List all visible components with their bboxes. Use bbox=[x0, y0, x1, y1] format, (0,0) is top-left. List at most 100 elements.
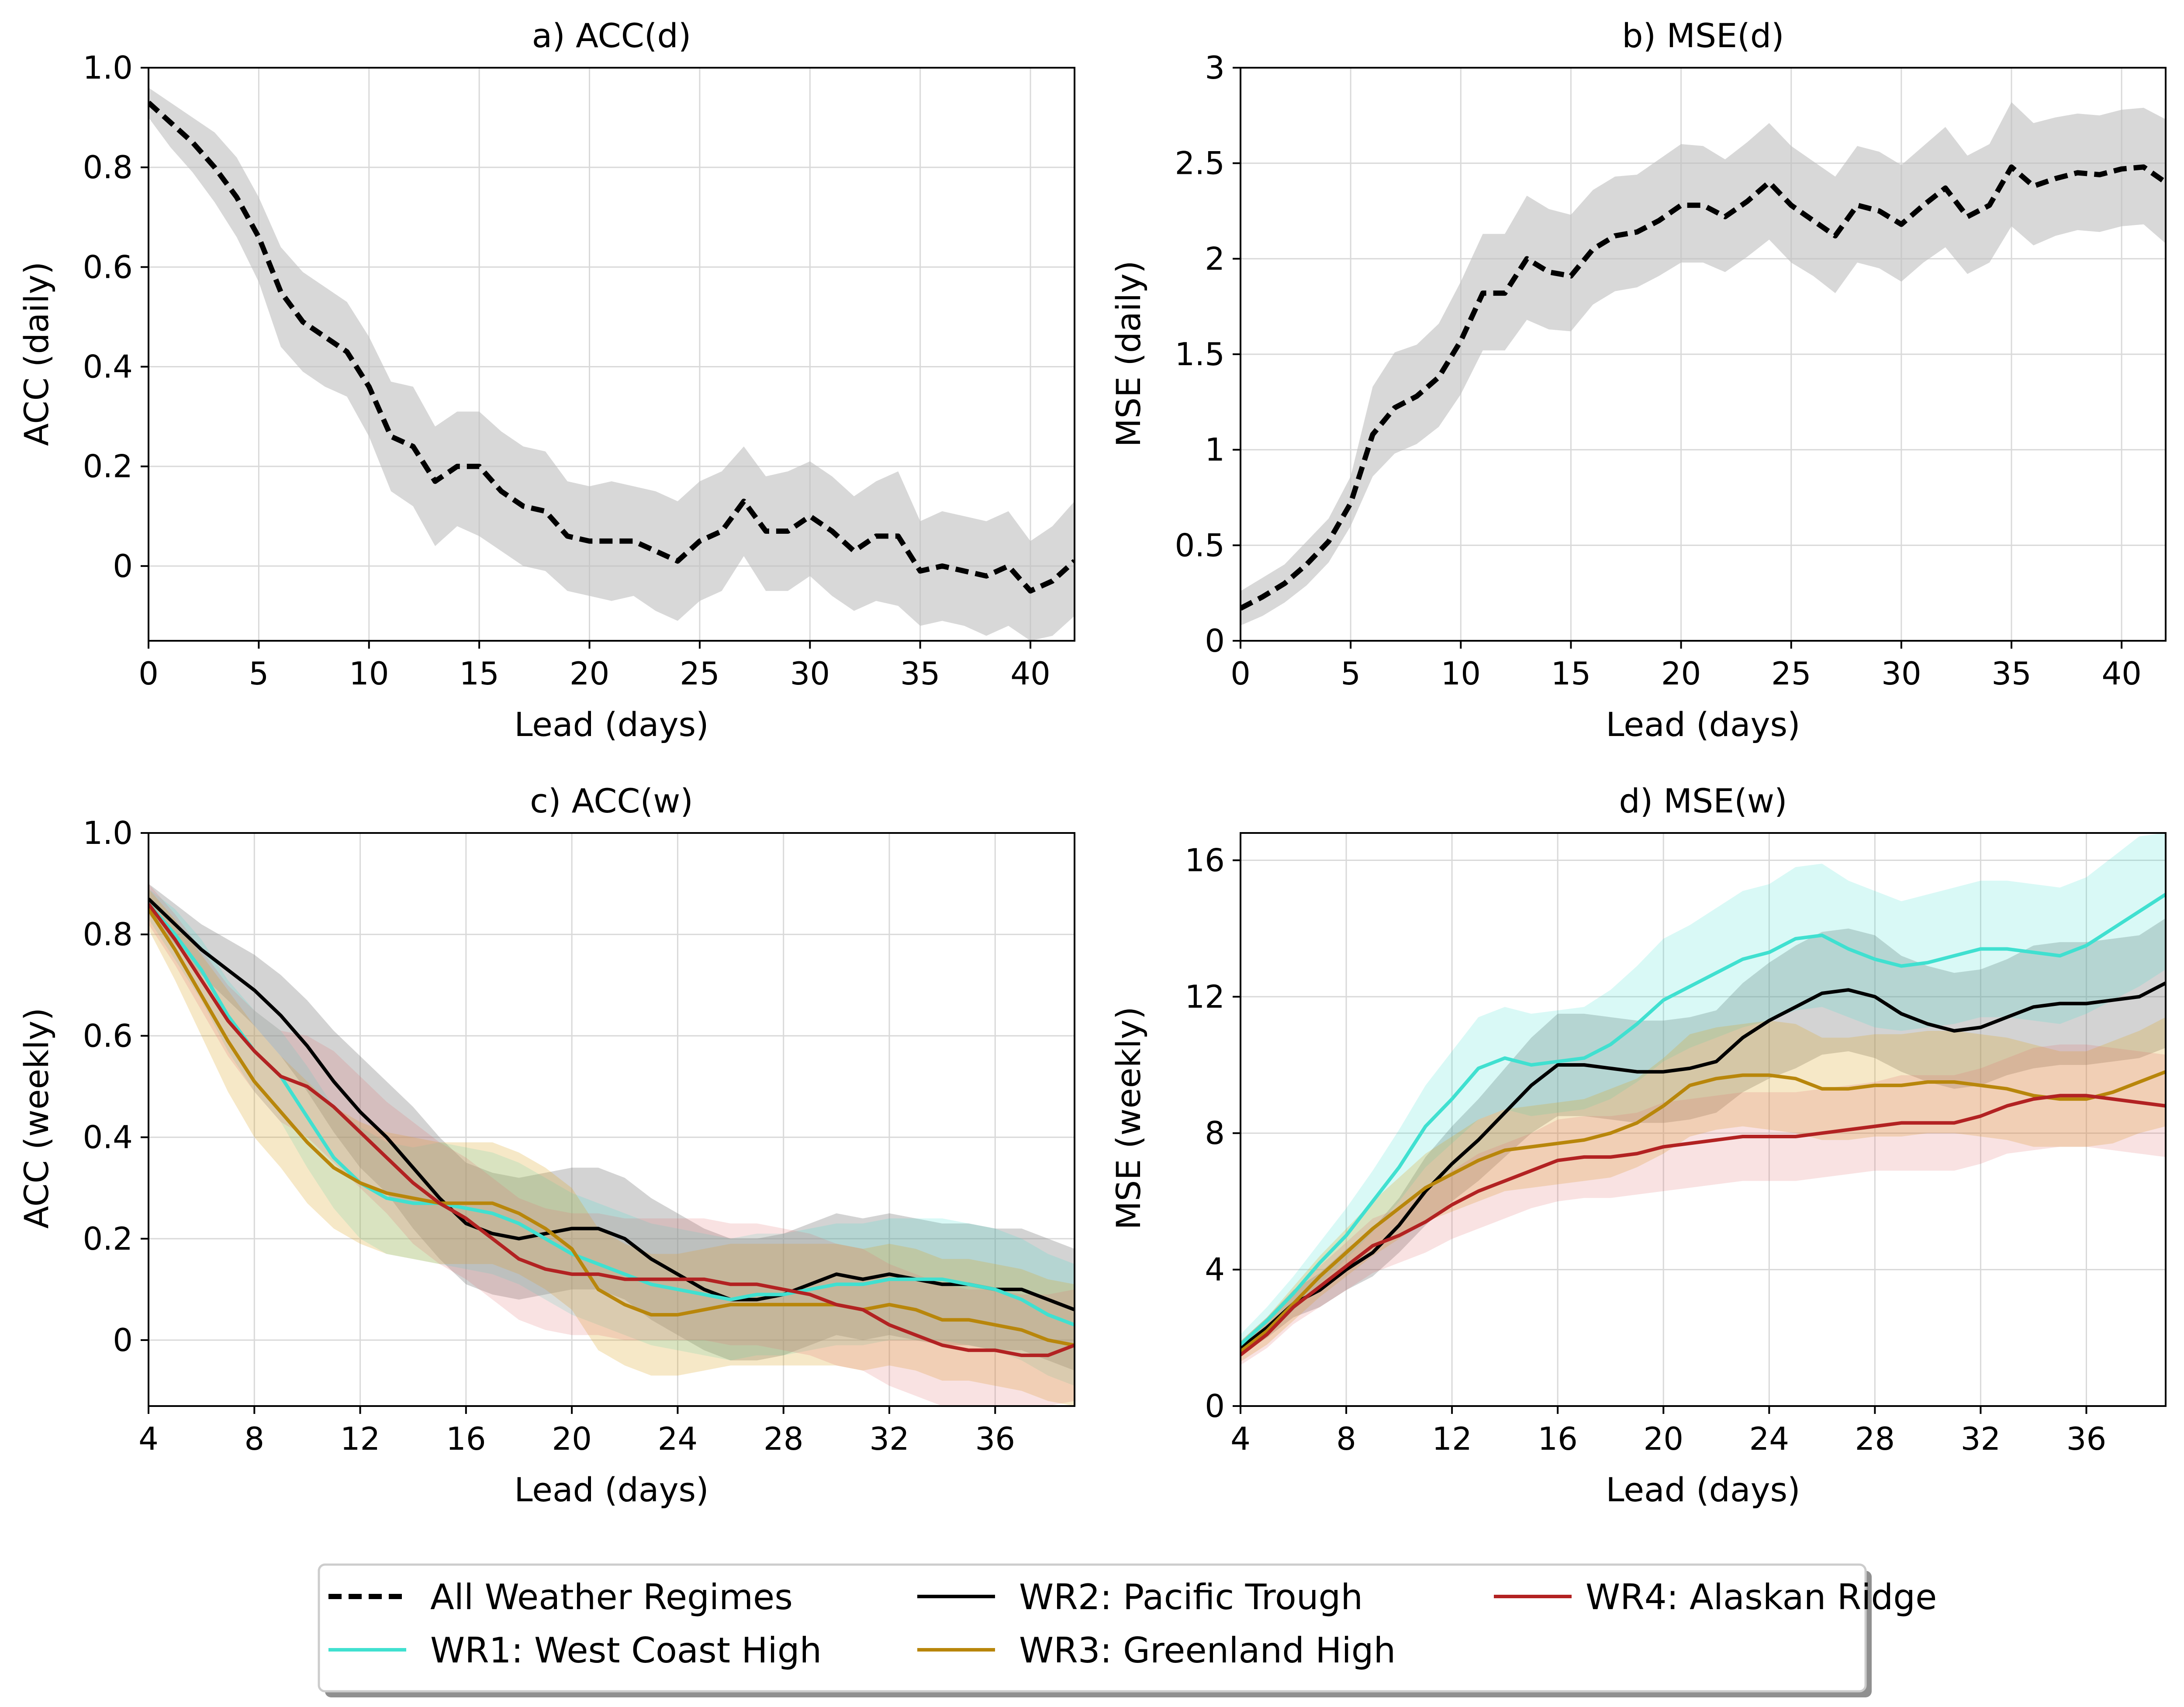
panel-b-xtick-label: 25 bbox=[1771, 655, 1811, 692]
panel-b-mse-daily: b) MSE(d) Lead (days) MSE (daily) 0 5 10 15… bbox=[1109, 16, 2167, 744]
panel-a-ytick-label: 1.0 bbox=[83, 49, 133, 86]
panel-b-ytick-label: 2.5 bbox=[1175, 145, 1225, 182]
legend-label-all: All Weather Regimes bbox=[430, 1577, 793, 1617]
band-wr1 bbox=[1241, 833, 2166, 1355]
panel-d-xtick-label: 20 bbox=[1643, 1420, 1683, 1457]
panel-a-xtick-label: 30 bbox=[790, 655, 830, 692]
panel-c-ylabel: ACC (weekly) bbox=[17, 1008, 56, 1229]
series-line-wr2 bbox=[1241, 981, 2166, 1350]
panel-a-xtick-label: 0 bbox=[138, 655, 159, 692]
panel-d-xtick-label: 12 bbox=[1432, 1420, 1472, 1457]
band-wr1 bbox=[149, 888, 1075, 1386]
panel-b-ytick-label: 3 bbox=[1205, 49, 1225, 86]
panel-d-xtick-label: 4 bbox=[1230, 1420, 1251, 1457]
panel-d-xtick-label: 8 bbox=[1336, 1420, 1356, 1457]
panel-c-plot-area bbox=[149, 884, 1075, 1406]
panel-a-xtick-label: 20 bbox=[570, 655, 610, 692]
panel-b-ylabel: MSE (daily) bbox=[1109, 260, 1148, 447]
panel-b-ytick-label: 1 bbox=[1205, 432, 1225, 468]
series-line-wr4 bbox=[1241, 1094, 2166, 1357]
panel-d-ylabel: MSE (weekly) bbox=[1109, 1006, 1148, 1230]
panel-b-xtick-label: 5 bbox=[1341, 655, 1361, 692]
panel-a-xlabel: Lead (days) bbox=[514, 705, 708, 744]
panel-c-ytick-label: 1.0 bbox=[83, 815, 133, 851]
panel-d-ytick-label: 12 bbox=[1185, 978, 1225, 1015]
panel-c-xtick-label: 36 bbox=[975, 1420, 1015, 1457]
band-all bbox=[1241, 102, 2166, 626]
panel-a-xtick-label: 10 bbox=[349, 655, 389, 692]
panel-b-ytick-label: 0.5 bbox=[1175, 527, 1225, 563]
panel-b-xlabel: Lead (days) bbox=[1606, 705, 1800, 744]
panel-c-xtick-label: 32 bbox=[869, 1420, 909, 1457]
panel-a-ytick-label: 0 bbox=[113, 548, 133, 584]
panel-c-ytick-label: 0.6 bbox=[83, 1017, 133, 1054]
panel-a-xtick-label: 35 bbox=[900, 655, 940, 692]
panel-a-ytick-label: 0.8 bbox=[83, 149, 133, 186]
series-line-wr4 bbox=[149, 903, 1075, 1357]
panel-b-title: b) MSE(d) bbox=[1622, 16, 1784, 55]
panel-b-ytick-label: 2 bbox=[1205, 240, 1225, 277]
panel-d-ytick-label: 16 bbox=[1185, 842, 1225, 878]
panel-d-ytick-label: 0 bbox=[1205, 1388, 1225, 1424]
panel-c-xtick-label: 4 bbox=[138, 1420, 159, 1457]
panel-b-ytick-label: 1.5 bbox=[1175, 336, 1225, 373]
panel-a-xtick-label: 40 bbox=[1010, 655, 1051, 692]
panel-b-xtick-label: 40 bbox=[2101, 655, 2142, 692]
panel-a-xtick-label: 25 bbox=[680, 655, 720, 692]
series-line-wr3 bbox=[1241, 1070, 2166, 1353]
panel-c-xtick-label: 20 bbox=[552, 1420, 592, 1457]
legend-label-wr4: WR4: Alaskan Ridge bbox=[1586, 1577, 1937, 1617]
panel-d-plot-area bbox=[1241, 833, 2166, 1365]
panel-b-xtick-label: 0 bbox=[1230, 655, 1251, 692]
panel-b-xtick-label: 30 bbox=[1881, 655, 1921, 692]
panel-d-xtick-label: 32 bbox=[1961, 1420, 2001, 1457]
panel-a-ytick-label: 0.4 bbox=[83, 349, 133, 385]
panel-c-title: c) ACC(w) bbox=[530, 781, 693, 820]
panel-a-ylabel: ACC (daily) bbox=[17, 262, 56, 446]
series-line-wr1 bbox=[149, 902, 1075, 1327]
band-all bbox=[149, 87, 1075, 641]
panel-c-xtick-label: 12 bbox=[340, 1420, 380, 1457]
panel-d-mse-weekly: d) MSE(w) Lead (days) MSE (weekly) 4 8 12 1… bbox=[1109, 781, 2167, 1509]
legend-label-wr2: WR2: Pacific Trough bbox=[1019, 1577, 1363, 1617]
series-line-wr3 bbox=[149, 908, 1075, 1347]
panel-d-title: d) MSE(w) bbox=[1619, 781, 1787, 820]
panel-b-xtick-label: 15 bbox=[1551, 655, 1591, 692]
panel-c-xtick-label: 24 bbox=[658, 1420, 698, 1457]
panel-a-plot-area bbox=[149, 87, 1075, 641]
panel-c-xtick-label: 28 bbox=[764, 1420, 804, 1457]
panel-c-xtick-label: 16 bbox=[446, 1420, 486, 1457]
legend-frame bbox=[318, 1563, 1867, 1693]
panel-d-xtick-label: 36 bbox=[2067, 1420, 2107, 1457]
panel-d-xtick-label: 16 bbox=[1538, 1420, 1578, 1457]
panel-b-ytick-label: 0 bbox=[1205, 622, 1225, 659]
panel-b-xtick-label: 35 bbox=[1991, 655, 2032, 692]
panel-c-xtick-label: 8 bbox=[244, 1420, 264, 1457]
band-wr2 bbox=[149, 884, 1075, 1371]
panel-c-ytick-label: 0 bbox=[113, 1322, 133, 1358]
band-wr3 bbox=[1241, 1017, 2166, 1362]
panel-c-ytick-label: 0.8 bbox=[83, 916, 133, 953]
panel-b-xtick-label: 20 bbox=[1661, 655, 1701, 692]
panel-a-title: a) ACC(d) bbox=[532, 16, 691, 55]
legend-label-wr1: WR1: West Coast High bbox=[430, 1630, 822, 1671]
panel-a-ytick-label: 0.6 bbox=[83, 249, 133, 285]
panel-d-xtick-label: 24 bbox=[1749, 1420, 1789, 1457]
panel-d-ytick-label: 4 bbox=[1205, 1251, 1225, 1288]
series-line-wr1 bbox=[1241, 893, 2166, 1346]
panel-c-ytick-label: 0.2 bbox=[83, 1220, 133, 1257]
panel-a-acc-daily: a) ACC(d) Lead (days) ACC (daily) 0 5 10 15… bbox=[17, 16, 1075, 744]
panel-d-xlabel: Lead (days) bbox=[1606, 1470, 1800, 1509]
panel-a-xtick-label: 15 bbox=[459, 655, 499, 692]
panel-d-ytick-label: 8 bbox=[1205, 1115, 1225, 1151]
panel-b-plot-area bbox=[1241, 102, 2166, 626]
panel-c-axes-frame bbox=[148, 832, 1075, 1407]
panel-d-xtick-label: 28 bbox=[1855, 1420, 1895, 1457]
panel-c-xlabel: Lead (days) bbox=[514, 1470, 708, 1509]
panel-c-acc-weekly: c) ACC(w) Lead (days) ACC (weekly) 4 8 12 1… bbox=[17, 781, 1075, 1509]
legend: All Weather Regimes WR1: West Coast High… bbox=[318, 1563, 1937, 1697]
panel-a-xtick-label: 5 bbox=[249, 655, 269, 692]
panel-b-xtick-label: 10 bbox=[1441, 655, 1481, 692]
panel-a-axes-frame bbox=[148, 67, 1075, 642]
